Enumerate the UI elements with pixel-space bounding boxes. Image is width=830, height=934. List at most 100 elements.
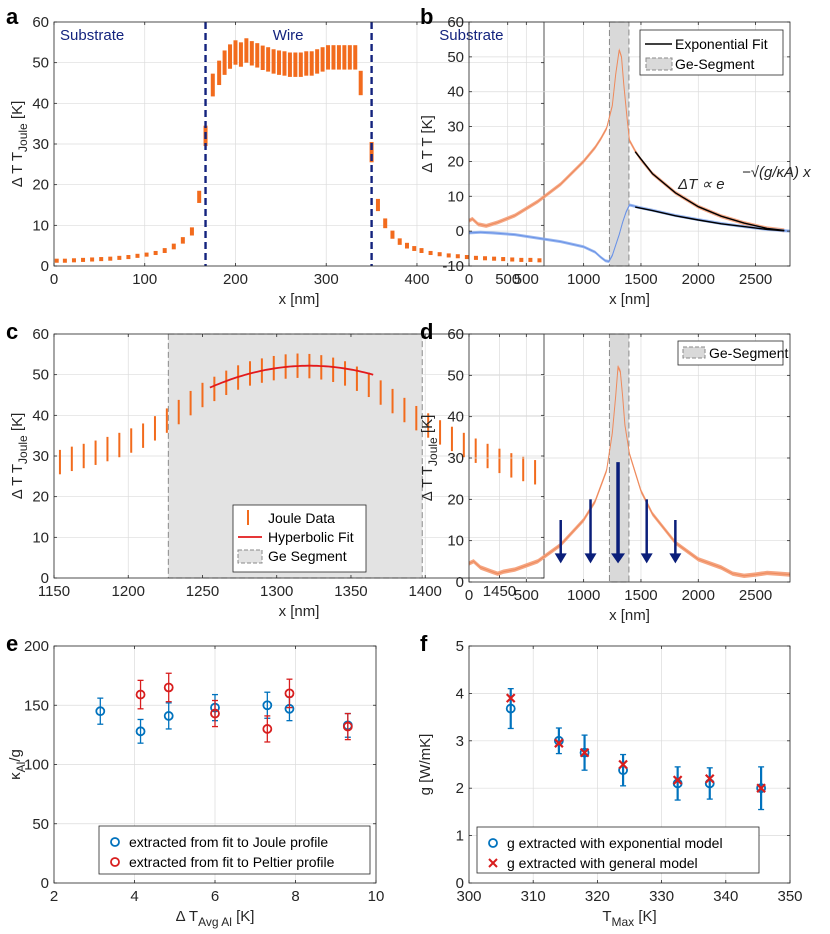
data-errorbar xyxy=(309,51,314,76)
data-errorbar xyxy=(217,60,222,86)
joule-data-errorbar xyxy=(130,428,133,453)
y-tick-label: 40 xyxy=(32,407,49,424)
y-axis-label-sub: Joule xyxy=(16,123,30,152)
plot-frame xyxy=(468,645,791,884)
joule-data-errorbar xyxy=(201,382,204,408)
errorbar-series xyxy=(54,38,542,263)
data-errorbar xyxy=(473,255,478,260)
panel-f: g extracted with exponential model g extr… xyxy=(417,631,803,929)
data-errorbar xyxy=(197,190,202,203)
y-tick-label: 60 xyxy=(32,14,49,31)
x-axis-label: x [nm] xyxy=(609,607,650,624)
joule-data-errorbar xyxy=(142,423,145,448)
data-errorbar xyxy=(171,243,176,250)
data-errorbar xyxy=(537,258,542,263)
x-tick-label: 300 xyxy=(456,888,481,905)
data-errorbar xyxy=(483,256,488,261)
legend-patch-icon xyxy=(682,346,706,359)
y-tick-label: 2 xyxy=(456,780,464,797)
legend: Exponential Fit Ge-Segment xyxy=(639,29,784,76)
data-point-cross xyxy=(554,738,564,748)
x-axis-label-main: x [nm] xyxy=(609,291,650,308)
x-tick-label: 300 xyxy=(314,271,339,288)
y-tick-label: 4 xyxy=(456,685,464,702)
y-tick-label: 60 xyxy=(447,326,464,343)
ticks: 0 500 1000 1500 2000 2500 0 10 20 30 40 50 60 xyxy=(447,326,790,604)
x-axis-label: x [nm] xyxy=(609,291,650,308)
joule-data-errorbar xyxy=(58,449,61,475)
legend-label: Ge-Segment xyxy=(709,345,788,361)
y-tick-label: 30 xyxy=(447,450,464,467)
joule-data-errorbar xyxy=(82,443,85,469)
data-errorbar xyxy=(71,258,76,263)
series-1 xyxy=(505,693,766,793)
data-errorbar xyxy=(287,52,292,77)
data-errorbar xyxy=(153,250,158,256)
joule-data-errorbar xyxy=(474,438,477,463)
x-tick-label: 1200 xyxy=(112,583,145,600)
data-point-cross xyxy=(704,773,715,784)
data-errorbar xyxy=(342,45,347,70)
x-tick-label: 0 xyxy=(50,271,58,288)
data-errorbar xyxy=(180,237,185,244)
joule-data-errorbar xyxy=(94,440,97,465)
legend-label: Exponential Fit xyxy=(675,36,768,52)
x-tick-label: 0 xyxy=(465,587,473,604)
data-errorbar xyxy=(428,250,433,256)
panel-b: ΔT ∝ e −√(g/κA) x Exponential Fit Ge-Segmen… xyxy=(419,4,811,308)
y-tick-label: 50 xyxy=(32,816,49,833)
data-errorbar xyxy=(260,45,265,70)
y-tick-label: 50 xyxy=(32,367,49,384)
legend-box xyxy=(476,826,760,874)
data-point-circle xyxy=(553,735,564,746)
y-axis-label-unit: [K] xyxy=(9,413,26,436)
data-errorbar xyxy=(397,238,402,245)
joule-data-errorbar xyxy=(534,460,537,485)
data-errorbar xyxy=(331,45,336,70)
x-axis-label-sub: Max xyxy=(611,915,634,929)
data-errorbar xyxy=(90,257,95,262)
x-axis-label-main: Δ T xyxy=(176,908,199,925)
joule-data-errorbar xyxy=(70,446,73,472)
legend-patch-icon xyxy=(237,549,263,564)
data-errorbar xyxy=(404,242,409,249)
x-axis-label-main: T xyxy=(602,908,611,925)
data-errorbar xyxy=(464,255,469,260)
panel-letter: f xyxy=(420,631,428,656)
x-axis-label-sub: Avg Al xyxy=(198,915,232,929)
data-errorbar xyxy=(108,256,113,261)
legend-circle-icon xyxy=(488,838,498,848)
y-tick-label: 0 xyxy=(41,258,49,275)
x-axis-label: TMax [K] xyxy=(602,908,656,929)
legend: extracted from fit to Joule profile extra… xyxy=(98,825,371,875)
legend-patch-icon xyxy=(645,57,673,71)
x-axis-label: Δ TAvg Al [K] xyxy=(176,908,255,929)
ticks: 1150 1200 1250 1300 1350 1400 1450 0 10 20 30 40 50 6… xyxy=(32,326,544,600)
x-tick-label: 1500 xyxy=(624,271,657,288)
y-tick-label: 0 xyxy=(456,574,464,591)
legend-label: Ge-Segment xyxy=(675,56,754,72)
x-tick-label: 1150 xyxy=(38,583,70,600)
y-tick-label: 30 xyxy=(447,119,464,136)
joule-data-errorbar xyxy=(332,357,335,382)
down-arrow-head xyxy=(584,553,597,564)
data-errorbar xyxy=(437,252,442,257)
y-tick-label: 30 xyxy=(32,448,49,465)
data-point-circle xyxy=(342,721,353,732)
legend-label: extracted from fit to Peltier profile xyxy=(129,854,335,870)
panel-letter: a xyxy=(6,4,19,29)
joule-data-errorbar xyxy=(462,432,465,458)
joule-data-errorbar xyxy=(379,380,382,405)
y-tick-label: 20 xyxy=(447,153,464,170)
legend-box xyxy=(98,825,371,875)
y-tick-label: 20 xyxy=(32,177,49,194)
data-errorbar xyxy=(492,256,497,261)
y-tick-label: 50 xyxy=(447,367,464,384)
data-errorbar xyxy=(162,248,167,253)
y-axis-label: κAl/g xyxy=(7,749,28,780)
formula-exponent: −√(g/κA) x xyxy=(742,164,811,181)
region-label: Substrate xyxy=(439,27,503,44)
x-tick-label: 1300 xyxy=(260,583,293,600)
